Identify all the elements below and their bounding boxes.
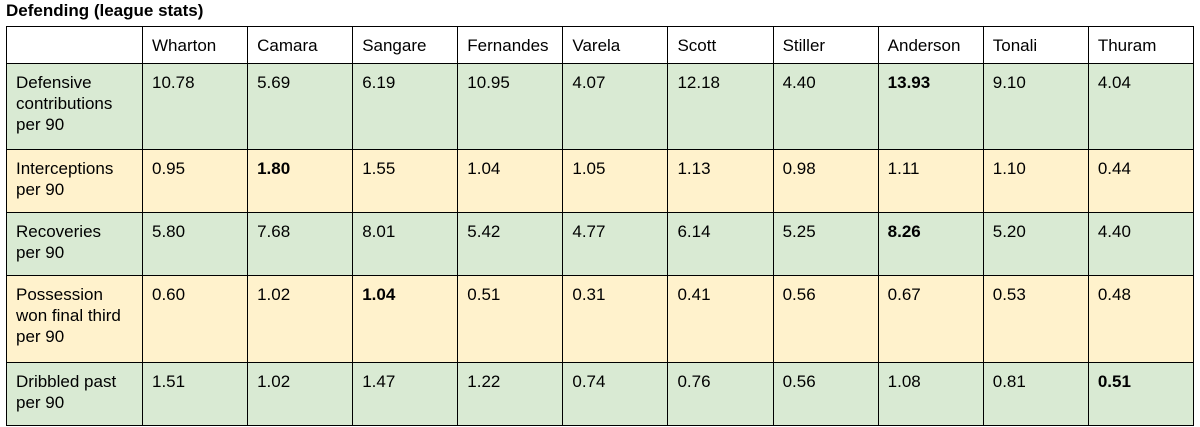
- stat-cell: 1.51: [141, 362, 249, 426]
- stat-cell: 1.04: [457, 149, 564, 213]
- stat-cell: 4.04: [1087, 63, 1195, 150]
- stat-cell: 10.95: [457, 63, 564, 150]
- column-header: Sangare: [352, 26, 459, 64]
- row-label: Dribbled past per 90: [6, 362, 143, 426]
- stat-cell: 1.22: [457, 362, 564, 426]
- stat-cell: 6.19: [352, 63, 459, 150]
- column-header: Tonali: [982, 26, 1089, 64]
- column-header: Anderson: [877, 26, 984, 64]
- stat-cell: 0.48: [1087, 275, 1195, 363]
- stat-cell: 0.81: [982, 362, 1089, 426]
- stat-cell: 0.74: [562, 362, 669, 426]
- stat-cell: 1.02: [247, 362, 354, 426]
- stat-cell: 0.56: [772, 275, 879, 363]
- stat-cell: 1.02: [247, 275, 354, 363]
- stat-cell: 7.68: [247, 212, 354, 276]
- stats-table: Wharton Camara Sangare Fernandes Varela Scott…: [6, 26, 1195, 426]
- stat-cell: 1.13: [667, 149, 774, 213]
- stat-cell: 1.11: [877, 149, 984, 213]
- stat-cell: 1.10: [982, 149, 1089, 213]
- corner-cell: [6, 26, 143, 64]
- stat-cell: 4.40: [1087, 212, 1195, 276]
- stat-cell: 4.40: [772, 63, 879, 150]
- stat-cell: 0.60: [141, 275, 249, 363]
- stat-cell: 5.25: [772, 212, 879, 276]
- row-label: Interceptions per 90: [6, 149, 143, 213]
- column-header: Varela: [562, 26, 669, 64]
- stat-cell: 0.41: [667, 275, 774, 363]
- stat-cell: 1.80: [247, 149, 354, 213]
- stat-cell: 1.08: [877, 362, 984, 426]
- column-header: Thuram: [1087, 26, 1195, 64]
- column-header: Camara: [247, 26, 354, 64]
- stat-cell: 0.67: [877, 275, 984, 363]
- table-row: Defensive contributions per 90 10.78 5.69 6…: [6, 63, 1195, 150]
- stat-cell: 1.05: [562, 149, 669, 213]
- stat-cell: 4.77: [562, 212, 669, 276]
- stat-cell: 1.47: [352, 362, 459, 426]
- stat-cell: 1.04: [352, 275, 459, 363]
- stat-cell: 5.69: [247, 63, 354, 150]
- table-row: Interceptions per 90 0.95 1.80 1.55 1.04 1.05…: [6, 149, 1195, 213]
- stat-cell: 9.10: [982, 63, 1089, 150]
- stat-cell: 8.01: [352, 212, 459, 276]
- stat-cell: 1.55: [352, 149, 459, 213]
- stat-cell: 0.31: [562, 275, 669, 363]
- stat-cell: 8.26: [877, 212, 984, 276]
- stat-cell: 5.80: [141, 212, 249, 276]
- column-header: Stiller: [772, 26, 879, 64]
- table-title: Defending (league stats): [6, 1, 204, 20]
- stat-cell: 0.95: [141, 149, 249, 213]
- row-label: Defensive contributions per 90: [6, 63, 143, 150]
- row-label: Recoveries per 90: [6, 212, 143, 276]
- table-row: Possession won final third per 90 0.60 1.0…: [6, 275, 1195, 363]
- column-header: Fernandes: [457, 26, 564, 64]
- stat-cell: 5.20: [982, 212, 1089, 276]
- stat-cell: 5.42: [457, 212, 564, 276]
- header-row: Wharton Camara Sangare Fernandes Varela Scott…: [6, 26, 1195, 64]
- stat-cell: 0.51: [457, 275, 564, 363]
- row-label: Possession won final third per 90: [6, 275, 143, 363]
- stat-cell: 0.98: [772, 149, 879, 213]
- table-row: Dribbled past per 90 1.51 1.02 1.47 1.22 0.74…: [6, 362, 1195, 426]
- stat-cell: 4.07: [562, 63, 669, 150]
- stat-cell: 0.56: [772, 362, 879, 426]
- stat-cell: 0.53: [982, 275, 1089, 363]
- stat-cell: 0.44: [1087, 149, 1195, 213]
- column-header: Scott: [667, 26, 774, 64]
- stat-cell: 0.76: [667, 362, 774, 426]
- stat-cell: 12.18: [667, 63, 774, 150]
- stat-cell: 6.14: [667, 212, 774, 276]
- stat-cell: 10.78: [141, 63, 249, 150]
- table-row: Recoveries per 90 5.80 7.68 8.01 5.42 4.77 6.1…: [6, 212, 1195, 276]
- stat-cell: 13.93: [877, 63, 984, 150]
- column-header: Wharton: [141, 26, 249, 64]
- stat-cell: 0.51: [1087, 362, 1195, 426]
